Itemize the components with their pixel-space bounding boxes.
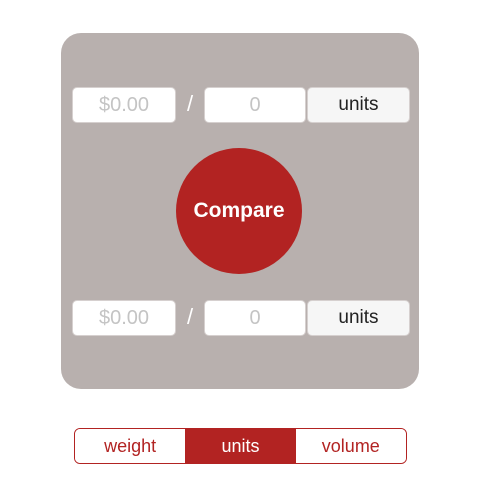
top-separator: / [186, 91, 194, 116]
segment-weight[interactable]: weight [75, 429, 186, 463]
bottom-separator: / [186, 304, 194, 329]
top-unit-button[interactable]: units [307, 87, 410, 123]
segment-volume[interactable]: volume [295, 429, 406, 463]
compare-button[interactable]: Compare [176, 148, 302, 274]
item-row-top: / units [72, 87, 410, 123]
top-quantity-input[interactable] [204, 87, 306, 123]
item-row-bottom: / units [72, 300, 410, 336]
bottom-price-input[interactable] [72, 300, 176, 336]
measure-type-selector: weight units volume [74, 428, 407, 464]
segment-units[interactable]: units [185, 429, 296, 463]
bottom-unit-button[interactable]: units [307, 300, 410, 336]
bottom-quantity-input[interactable] [204, 300, 306, 336]
top-price-input[interactable] [72, 87, 176, 123]
